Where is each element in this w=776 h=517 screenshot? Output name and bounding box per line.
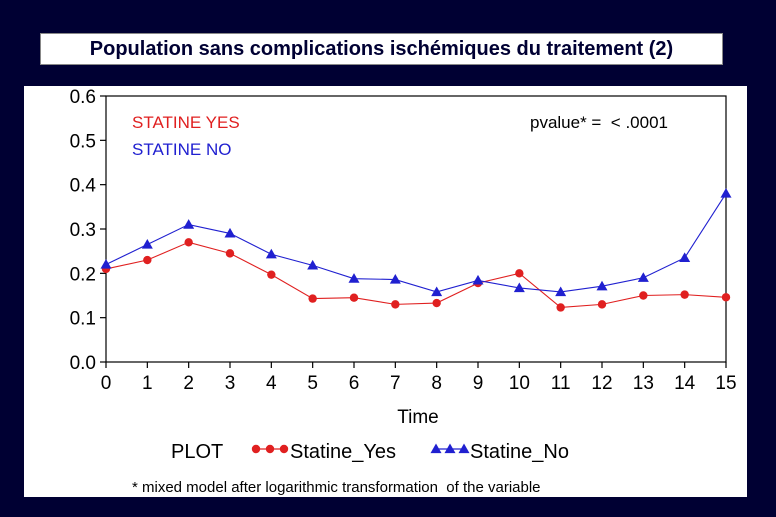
- y-tick-label: 0.6: [70, 87, 96, 108]
- y-tick-label: 0.3: [70, 220, 96, 241]
- data-point-statine-no: [720, 188, 732, 198]
- data-point-statine-no: [679, 252, 691, 262]
- x-tick-label: 2: [183, 373, 194, 394]
- legend-marker-statine-no: [458, 443, 470, 454]
- footnote: * mixed model after logarithmic transfor…: [132, 479, 541, 496]
- data-point-statine-yes: [267, 270, 276, 279]
- series-group: [100, 188, 732, 312]
- y-tick-label: 0.1: [70, 309, 96, 330]
- legend-marker-statine-yes: [265, 444, 275, 454]
- x-axis-label: Time: [397, 407, 439, 428]
- data-point-statine-yes: [597, 300, 607, 309]
- legend-marker-statine-yes: [279, 444, 289, 454]
- data-point-statine-no: [472, 274, 484, 285]
- x-tick-label: 0: [101, 373, 112, 394]
- data-point-statine-yes: [349, 293, 359, 302]
- data-point-statine-yes: [721, 293, 731, 302]
- data-point-statine-no: [100, 258, 112, 269]
- data-point-statine-no: [637, 272, 649, 282]
- x-tick-label: 8: [431, 373, 442, 394]
- data-point-statine-yes: [308, 294, 317, 303]
- data-point-statine-no: [265, 248, 277, 259]
- chart-title: Population sans complications ischémique…: [89, 37, 674, 60]
- data-point-statine-yes: [680, 290, 689, 299]
- x-tick-label: 7: [390, 373, 401, 394]
- y-ticks: 0.0 0.1 0.2 0.3 0.4 0.5 0.6: [70, 87, 106, 374]
- legend-label-statine-yes: Statine_Yes: [290, 441, 396, 463]
- data-point-statine-no: [307, 259, 319, 270]
- data-point-statine-no: [431, 286, 443, 297]
- annotation-statine-no: STATINE NO: [132, 140, 232, 159]
- annotation-pvalue: pvalue* = < .0001: [530, 113, 668, 132]
- x-tick-label: 12: [591, 373, 612, 394]
- plot-frame: [105, 95, 727, 363]
- data-point-statine-yes: [143, 255, 152, 265]
- data-point-statine-no: [141, 239, 153, 249]
- axes: [105, 95, 727, 363]
- legend: PLOT Statine_Yes Statine_No: [171, 441, 569, 463]
- data-point-statine-no: [348, 273, 360, 283]
- x-tick-label: 9: [473, 373, 484, 394]
- x-tick-label: 15: [715, 373, 736, 394]
- legend-marker-statine-no: [430, 443, 442, 454]
- data-point-statine-yes: [432, 298, 441, 308]
- data-point-statine-no: [183, 219, 195, 229]
- data-point-statine-yes: [391, 300, 400, 309]
- legend-marker-statine-no: [444, 443, 456, 454]
- x-tick-label: 10: [509, 373, 530, 394]
- data-point-statine-yes: [225, 249, 235, 258]
- x-tick-label: 3: [225, 373, 236, 394]
- series-statine-yes: [101, 238, 731, 312]
- legend-title: PLOT: [171, 441, 223, 463]
- y-tick-label: 0.2: [70, 264, 96, 285]
- y-tick-label: 0.0: [70, 353, 96, 374]
- y-tick-label: 0.5: [70, 131, 96, 152]
- x-ticks: 0 1 2 3 4 5 6 7 8 9 10 11 12 13 14 15: [101, 362, 737, 394]
- annotation-statine-yes: STATINE YES: [132, 113, 240, 132]
- x-tick-label: 4: [266, 373, 277, 394]
- x-tick-label: 11: [551, 373, 571, 394]
- chart-panel: 0.0 0.1 0.2 0.3 0.4 0.5 0.6 0 1 2 3 4 5 6 7 8 9 10 11 12 13…: [24, 86, 747, 497]
- x-tick-label: 1: [142, 373, 153, 394]
- data-point-statine-yes: [515, 269, 524, 278]
- x-tick-label: 13: [633, 373, 654, 394]
- series-line-statine-yes: [105, 241, 727, 309]
- legend-marker-statine-yes: [251, 444, 261, 454]
- data-point-statine-no: [596, 280, 608, 291]
- series-line-statine-no: [105, 193, 727, 293]
- legend-label-statine-no: Statine_No: [470, 441, 569, 463]
- data-point-statine-no: [513, 282, 525, 293]
- title-box: Population sans complications ischémique…: [40, 33, 723, 65]
- data-point-statine-no: [389, 274, 401, 284]
- data-point-statine-yes: [184, 238, 193, 247]
- data-point-statine-yes: [556, 303, 565, 312]
- y-tick-label: 0.4: [70, 176, 97, 197]
- x-tick-label: 5: [307, 373, 318, 394]
- data-point-statine-yes: [639, 291, 648, 300]
- line-chart: 0.00.10.20.30.40.50.6 0 1 2 3 4 5 6 7 8 9 10 11 12 13…: [70, 87, 737, 496]
- series-statine-no: [100, 188, 732, 297]
- data-point-statine-no: [555, 286, 567, 297]
- x-tick-label: 6: [349, 373, 360, 394]
- data-point-statine-no: [224, 227, 236, 238]
- x-tick-label: 14: [674, 373, 696, 394]
